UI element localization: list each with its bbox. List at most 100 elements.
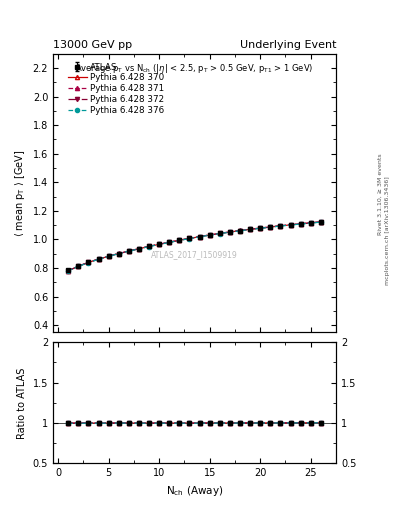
Pythia 6.428 372 — [258, 225, 263, 231]
Pythia 6.428 370 — [116, 250, 121, 257]
Pythia 6.428 372 — [86, 260, 91, 266]
Pythia 6.428 372 — [147, 243, 151, 249]
Pythia 6.428 376 — [116, 251, 121, 257]
Pythia 6.428 370 — [208, 232, 212, 238]
Pythia 6.428 372 — [96, 256, 101, 262]
Pythia 6.428 372 — [106, 253, 111, 259]
Pythia 6.428 370 — [268, 224, 273, 230]
Line: Pythia 6.428 370: Pythia 6.428 370 — [66, 220, 323, 273]
Pythia 6.428 370 — [298, 221, 303, 227]
Pythia 6.428 370 — [96, 256, 101, 262]
Pythia 6.428 372 — [318, 219, 323, 225]
Pythia 6.428 371 — [258, 225, 263, 231]
Text: Average p$_{\rm T}$ vs N$_{\rm ch}$ ($|\eta|$ < 2.5, p$_{\rm T}$ > 0.5 GeV, p$_{: Average p$_{\rm T}$ vs N$_{\rm ch}$ ($|\… — [75, 62, 314, 75]
Line: Pythia 6.428 376: Pythia 6.428 376 — [66, 220, 323, 273]
Pythia 6.428 372 — [278, 223, 283, 229]
Pythia 6.428 370 — [309, 220, 313, 226]
Pythia 6.428 376 — [187, 236, 192, 242]
Pythia 6.428 372 — [187, 236, 192, 242]
Pythia 6.428 371 — [217, 230, 222, 237]
Pythia 6.428 370 — [248, 226, 252, 232]
Text: Underlying Event: Underlying Event — [239, 39, 336, 50]
Pythia 6.428 376 — [217, 230, 222, 237]
Pythia 6.428 376 — [228, 229, 232, 235]
Pythia 6.428 371 — [96, 256, 101, 262]
Pythia 6.428 372 — [288, 222, 293, 228]
Pythia 6.428 376 — [248, 226, 252, 232]
Pythia 6.428 376 — [278, 223, 283, 229]
Text: ATLAS_2017_I1509919: ATLAS_2017_I1509919 — [151, 250, 238, 259]
Pythia 6.428 370 — [318, 219, 323, 225]
Pythia 6.428 370 — [66, 268, 71, 274]
Pythia 6.428 371 — [76, 263, 81, 269]
Pythia 6.428 372 — [116, 250, 121, 257]
Pythia 6.428 372 — [228, 229, 232, 235]
Pythia 6.428 376 — [318, 219, 323, 225]
Pythia 6.428 370 — [197, 233, 202, 240]
Pythia 6.428 376 — [177, 238, 182, 244]
Legend: ATLAS, Pythia 6.428 370, Pythia 6.428 371, Pythia 6.428 372, Pythia 6.428 376: ATLAS, Pythia 6.428 370, Pythia 6.428 37… — [66, 61, 166, 116]
Pythia 6.428 370 — [147, 243, 151, 249]
Pythia 6.428 376 — [197, 234, 202, 240]
Y-axis label: $\langle$ mean p$_{\rm T}$ $\rangle$ [GeV]: $\langle$ mean p$_{\rm T}$ $\rangle$ [Ge… — [13, 150, 27, 237]
Pythia 6.428 371 — [106, 253, 111, 259]
Pythia 6.428 370 — [228, 229, 232, 235]
Pythia 6.428 370 — [86, 260, 91, 266]
Pythia 6.428 370 — [167, 239, 172, 245]
Pythia 6.428 376 — [66, 268, 71, 274]
Pythia 6.428 371 — [318, 219, 323, 225]
Pythia 6.428 372 — [248, 226, 252, 232]
Pythia 6.428 370 — [137, 246, 141, 252]
Pythia 6.428 372 — [76, 263, 81, 269]
Pythia 6.428 376 — [268, 224, 273, 230]
Pythia 6.428 371 — [66, 267, 71, 273]
Pythia 6.428 370 — [187, 236, 192, 242]
Pythia 6.428 371 — [187, 235, 192, 241]
Pythia 6.428 370 — [217, 230, 222, 237]
Pythia 6.428 370 — [177, 237, 182, 243]
Pythia 6.428 372 — [167, 239, 172, 245]
Pythia 6.428 376 — [258, 225, 263, 231]
Pythia 6.428 376 — [288, 222, 293, 228]
Pythia 6.428 370 — [127, 248, 131, 254]
Pythia 6.428 376 — [106, 253, 111, 260]
Pythia 6.428 371 — [208, 232, 212, 238]
Pythia 6.428 372 — [66, 268, 71, 274]
Pythia 6.428 370 — [157, 241, 162, 247]
Pythia 6.428 371 — [137, 246, 141, 252]
Pythia 6.428 371 — [167, 239, 172, 245]
Pythia 6.428 372 — [197, 233, 202, 240]
Pythia 6.428 370 — [238, 227, 242, 233]
Pythia 6.428 376 — [86, 260, 91, 266]
Pythia 6.428 371 — [127, 248, 131, 254]
Pythia 6.428 376 — [208, 232, 212, 238]
Pythia 6.428 370 — [106, 253, 111, 260]
Pythia 6.428 376 — [137, 246, 141, 252]
Line: Pythia 6.428 372: Pythia 6.428 372 — [66, 220, 323, 273]
Pythia 6.428 372 — [298, 221, 303, 227]
Pythia 6.428 371 — [248, 226, 252, 232]
Pythia 6.428 371 — [147, 243, 151, 249]
Pythia 6.428 372 — [217, 230, 222, 237]
X-axis label: N$_{\rm ch}$ (Away): N$_{\rm ch}$ (Away) — [166, 484, 223, 498]
Pythia 6.428 371 — [278, 223, 283, 229]
Pythia 6.428 371 — [86, 259, 91, 265]
Text: 13000 GeV pp: 13000 GeV pp — [53, 39, 132, 50]
Pythia 6.428 376 — [167, 240, 172, 246]
Pythia 6.428 372 — [238, 227, 242, 233]
Pythia 6.428 371 — [177, 237, 182, 243]
Pythia 6.428 372 — [177, 237, 182, 243]
Pythia 6.428 372 — [137, 246, 141, 252]
Pythia 6.428 371 — [197, 233, 202, 240]
Pythia 6.428 372 — [268, 224, 273, 230]
Pythia 6.428 370 — [288, 222, 293, 228]
Pythia 6.428 372 — [309, 220, 313, 226]
Pythia 6.428 371 — [309, 220, 313, 226]
Pythia 6.428 371 — [298, 221, 303, 227]
Line: Pythia 6.428 371: Pythia 6.428 371 — [66, 220, 323, 273]
Text: mcplots.cern.ch [arXiv:1306.3436]: mcplots.cern.ch [arXiv:1306.3436] — [385, 176, 389, 285]
Pythia 6.428 376 — [157, 241, 162, 247]
Pythia 6.428 376 — [96, 256, 101, 262]
Pythia 6.428 376 — [147, 244, 151, 250]
Pythia 6.428 371 — [116, 250, 121, 257]
